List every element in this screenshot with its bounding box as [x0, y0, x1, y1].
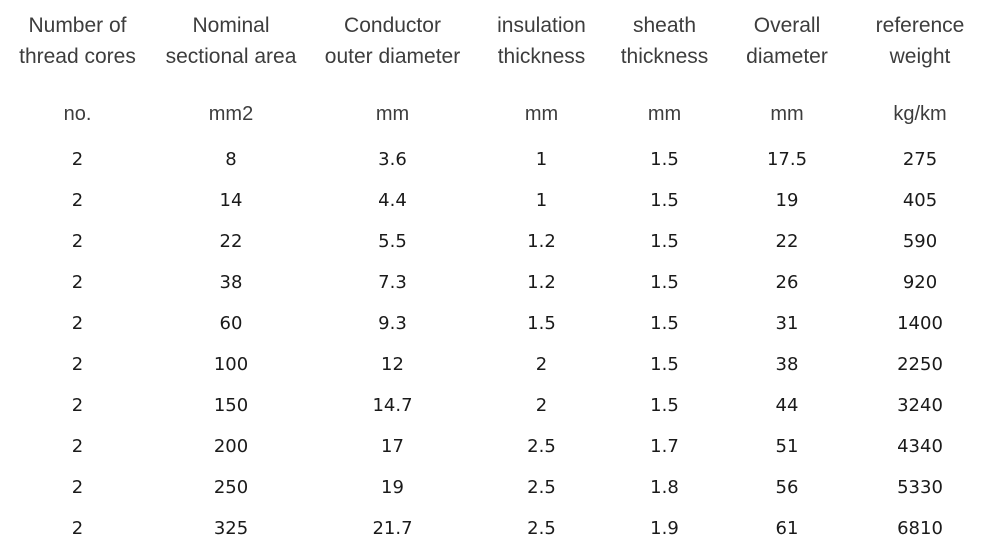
cell: 1.5 — [527, 313, 556, 334]
cell: 2 — [71, 313, 84, 334]
column-header-overall-diameter: Overall diameter — [746, 14, 828, 68]
table-row: 2 200 17 2.5 1.7 51 4340 — [0, 426, 990, 467]
cell: 150 — [213, 395, 249, 416]
column-header-insulation-thickness: insulation thickness — [497, 14, 586, 68]
cell: 4.4 — [378, 190, 407, 211]
table-row: 2 8 3.6 1 1.5 17.5 275 — [0, 139, 990, 180]
cell: 1.5 — [650, 149, 679, 170]
cell: 2.5 — [527, 436, 556, 457]
cell: 19 — [775, 190, 799, 211]
cell: 1 — [535, 149, 548, 170]
table-row: 2 325 21.7 2.5 1.9 61 6810 — [0, 508, 990, 549]
cell: 200 — [213, 436, 249, 457]
column-unit: kg/km — [893, 103, 947, 125]
cell: 60 — [219, 313, 243, 334]
cell: 1.5 — [650, 190, 679, 211]
cell: 5.5 — [378, 231, 407, 252]
column-header-conductor-diameter: Conductor outer diameter — [324, 14, 461, 68]
table-row: 2 250 19 2.5 1.8 56 5330 — [0, 467, 990, 508]
cell: 26 — [775, 272, 799, 293]
cell: 61 — [775, 518, 799, 539]
cell: 2 — [71, 272, 84, 293]
column-unit: mm — [770, 103, 804, 125]
table-row: 2 22 5.5 1.2 1.5 22 590 — [0, 221, 990, 262]
column-header-sectional-area: Nominal sectional area — [165, 14, 297, 68]
cell: 17.5 — [766, 149, 808, 170]
cell: 1.5 — [650, 395, 679, 416]
cell: 4340 — [897, 436, 943, 457]
cell: 14 — [219, 190, 243, 211]
cell: 2250 — [897, 354, 943, 375]
table-row: 2 100 12 2 1.5 38 2250 — [0, 344, 990, 385]
column-header-reference-weight: reference weight — [875, 14, 965, 68]
cell: 2 — [71, 354, 84, 375]
table-row: 2 150 14.7 2 1.5 44 3240 — [0, 385, 990, 426]
cell: 275 — [902, 149, 938, 170]
column-header-sheath-thickness: sheath thickness — [620, 14, 709, 68]
column-unit: no. — [63, 103, 92, 125]
column-unit: mm — [524, 103, 559, 125]
cell: 22 — [775, 231, 799, 252]
cell: 12 — [381, 354, 404, 375]
units-row: no. mm2 mm mm mm mm kg/km — [0, 72, 990, 139]
cell: 14.7 — [372, 395, 413, 416]
table-row: 2 60 9.3 1.5 1.5 31 1400 — [0, 303, 990, 344]
cell: 6810 — [897, 518, 943, 539]
cell: 19 — [381, 477, 404, 498]
column-unit: mm — [375, 103, 410, 125]
cell: 405 — [902, 190, 938, 211]
cell: 3.6 — [378, 149, 407, 170]
cell: 7.3 — [378, 272, 407, 293]
cell: 38 — [775, 354, 799, 375]
cell: 9.3 — [378, 313, 407, 334]
cell: 8 — [225, 149, 237, 170]
cell: 1.2 — [527, 231, 556, 252]
cell: 38 — [219, 272, 243, 293]
cell: 51 — [775, 436, 799, 457]
cell: 100 — [213, 354, 249, 375]
cell: 56 — [775, 477, 799, 498]
cell: 1.2 — [527, 272, 556, 293]
cell: 2 — [535, 354, 548, 375]
cell: 1.7 — [650, 436, 679, 457]
cell: 1.5 — [650, 354, 679, 375]
cell: 1.5 — [650, 231, 679, 252]
cell: 1400 — [897, 313, 943, 334]
cell: 21.7 — [372, 518, 413, 539]
cell: 3240 — [897, 395, 943, 416]
cell: 920 — [902, 272, 938, 293]
cell: 2 — [535, 395, 548, 416]
table-row: 2 38 7.3 1.2 1.5 26 920 — [0, 262, 990, 303]
cell: 2.5 — [527, 518, 556, 539]
cell: 250 — [213, 477, 249, 498]
cell: 590 — [902, 231, 938, 252]
cell: 2 — [71, 149, 84, 170]
cell: 17 — [381, 436, 404, 457]
cell: 2 — [71, 231, 84, 252]
cell: 1 — [535, 190, 548, 211]
cell: 2 — [71, 395, 84, 416]
cell: 1.9 — [650, 518, 679, 539]
column-unit: mm2 — [208, 103, 254, 125]
cell: 2 — [71, 190, 84, 211]
cell: 2.5 — [527, 477, 556, 498]
column-unit: mm — [647, 103, 682, 125]
cell: 1.5 — [650, 272, 679, 293]
cell: 325 — [213, 518, 249, 539]
cell: 5330 — [897, 477, 943, 498]
cell: 22 — [219, 231, 243, 252]
cell: 2 — [71, 518, 84, 539]
cell: 2 — [71, 436, 84, 457]
header-row: Number of thread cores Nominal sectional… — [0, 0, 990, 72]
cell: 31 — [775, 313, 799, 334]
cell: 44 — [775, 395, 799, 416]
cell: 1.8 — [650, 477, 679, 498]
column-header-thread-cores: Number of thread cores — [19, 14, 136, 68]
cell: 2 — [71, 477, 84, 498]
cell: 1.5 — [650, 313, 679, 334]
table-row: 2 14 4.4 1 1.5 19 405 — [0, 180, 990, 221]
